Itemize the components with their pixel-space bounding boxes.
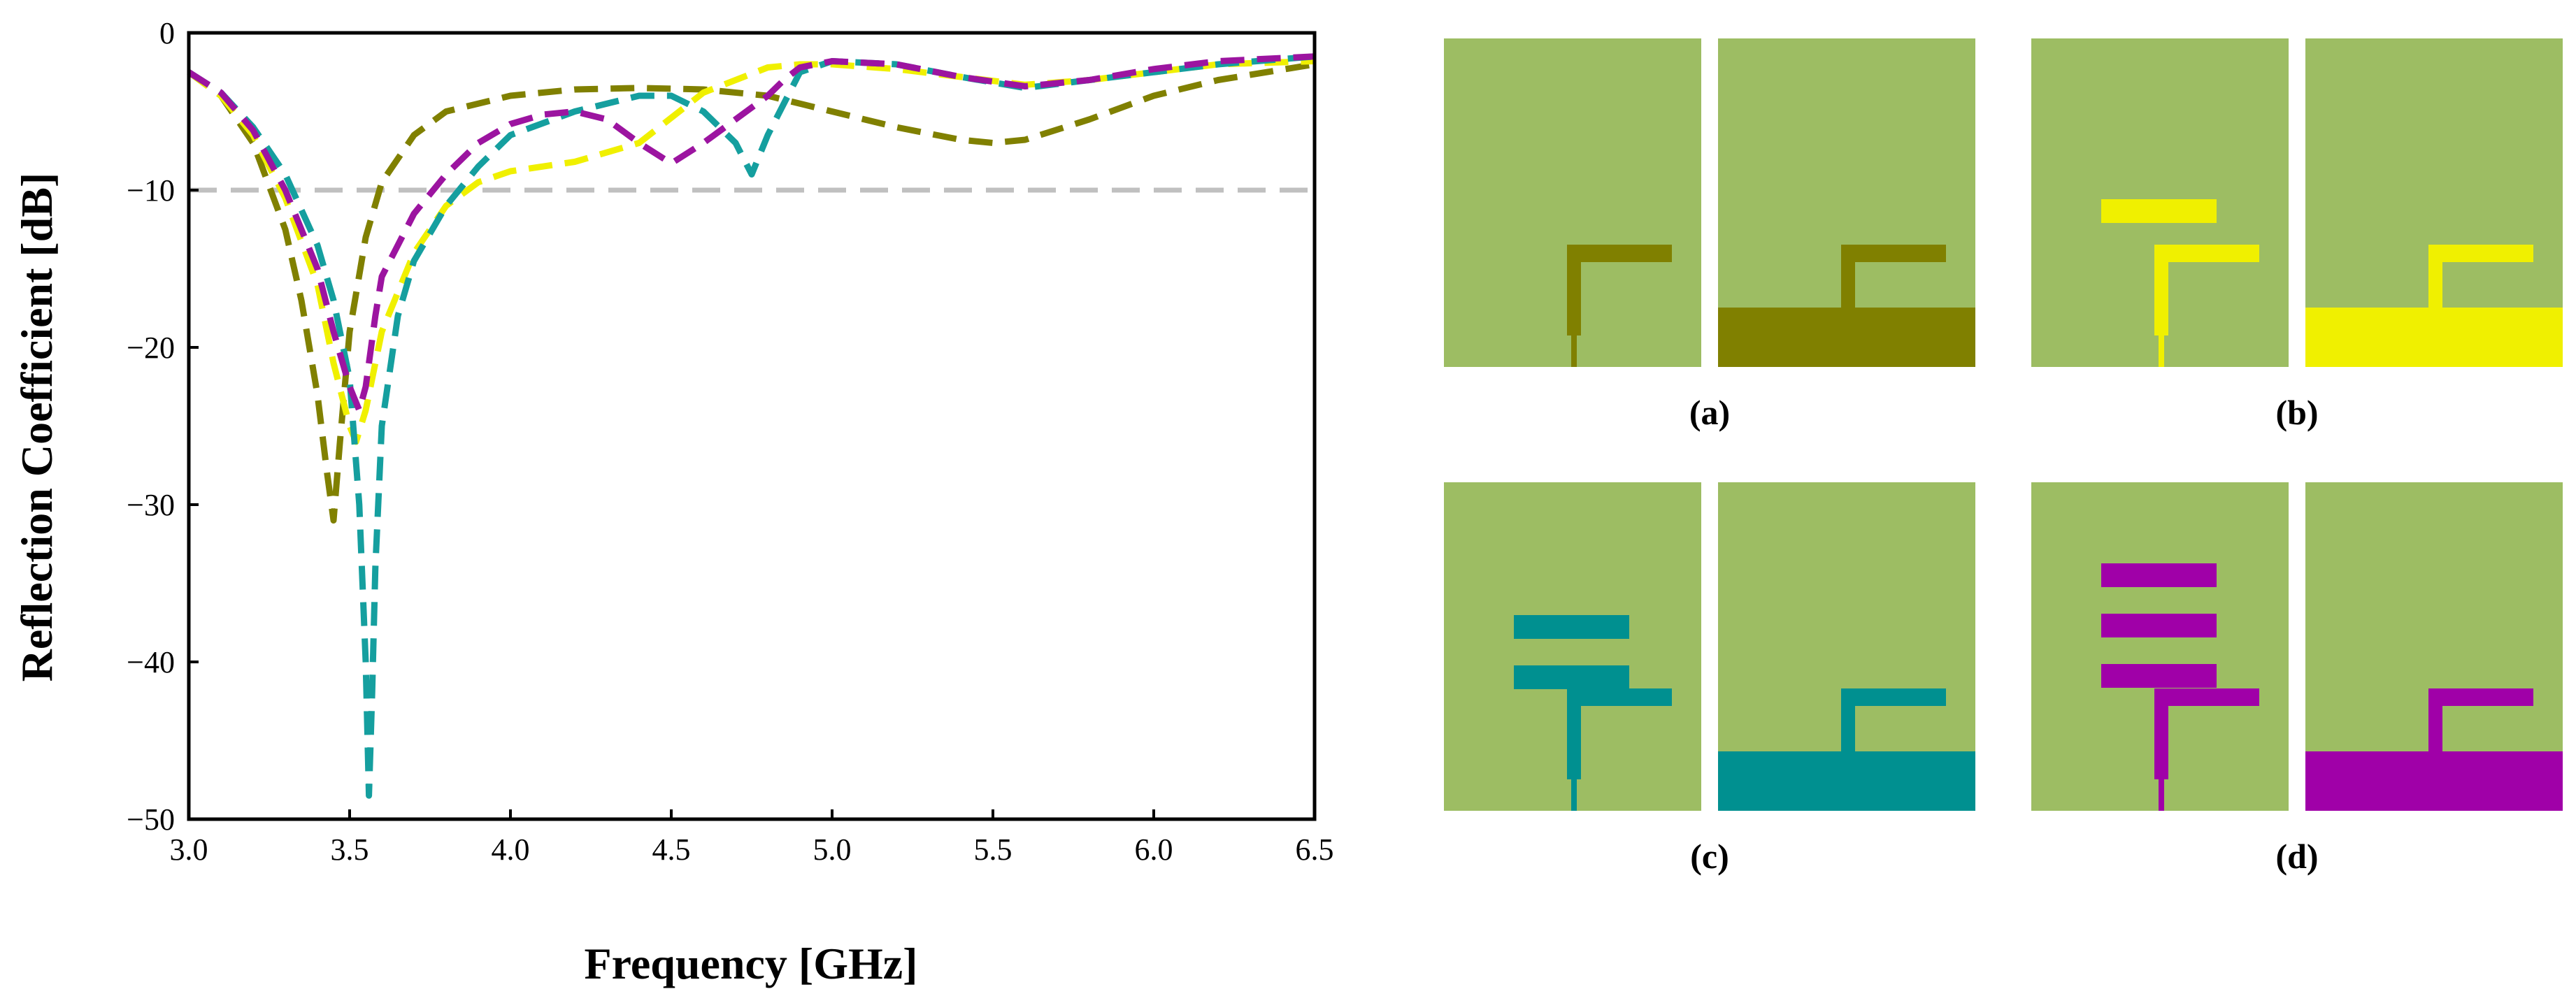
x-tick-label: 4.0 <box>492 832 530 867</box>
feed-stub <box>2159 779 2164 811</box>
x-tick-label: 3.0 <box>170 832 208 867</box>
x-tick-label: 5.0 <box>813 832 852 867</box>
l-shaped-radiator <box>1567 688 1672 706</box>
x-tick-label: 3.5 <box>331 832 369 867</box>
bottom-l-radiator <box>1841 245 1946 262</box>
panel-caption: (b) <box>2275 393 2318 432</box>
y-tick-label: −30 <box>127 488 175 522</box>
plot-frame <box>187 31 1317 821</box>
ground-plane <box>2305 308 2563 367</box>
antenna-panels: (a) (b) (c) (d) <box>1444 38 2563 876</box>
parasitic-strip <box>1514 615 1629 639</box>
ground-plane <box>1718 308 1975 367</box>
panel-caption: (d) <box>2275 837 2318 876</box>
y-tick-label: −20 <box>127 331 175 365</box>
ground-plane <box>1718 751 1975 811</box>
bottom-l-radiator <box>1841 688 1946 706</box>
l-shaped-radiator <box>2154 245 2259 262</box>
feed-stub <box>1571 779 1577 811</box>
x-axis-ticks: 3.0 3.5 4.0 4.5 5.0 5.5 6.0 6.5 <box>170 809 1334 867</box>
series-layer <box>187 53 1315 799</box>
parasitic-strip <box>1514 665 1629 689</box>
feed-line <box>2154 245 2168 335</box>
parasitic-strip <box>2101 563 2217 587</box>
series-line-b <box>187 58 1315 445</box>
x-tick-label: 6.0 <box>1135 832 1173 867</box>
bottom-l-radiator <box>2428 688 2533 706</box>
series-line-d <box>187 53 1315 414</box>
parasitic-strip <box>2101 614 2217 637</box>
bottom-l-radiator <box>2428 245 2533 262</box>
feed-stub <box>2159 335 2164 367</box>
y-axis-title: Reflection Coefficient [dB] <box>12 173 62 682</box>
panel-caption: (a) <box>1689 393 1730 432</box>
series-line-a <box>187 61 1315 524</box>
l-shaped-radiator <box>1567 245 1672 262</box>
panel-caption: (c) <box>1690 837 1729 876</box>
panel-a: (a) <box>1444 38 1975 432</box>
feed-line <box>1567 245 1581 335</box>
x-tick-label: 4.5 <box>652 832 691 867</box>
parasitic-strip <box>2101 664 2217 688</box>
panel-c: (c) <box>1444 482 1975 876</box>
x-tick-label: 5.5 <box>974 832 1012 867</box>
y-tick-label: −50 <box>127 802 175 837</box>
y-axis-ticks: 0 −10 −20 −30 −40 −50 <box>127 16 199 837</box>
l-shaped-radiator <box>2154 688 2259 706</box>
panel-b: (b) <box>2031 38 2563 432</box>
x-axis-title: Frequency [GHz] <box>585 939 918 988</box>
ground-plane <box>2305 751 2563 811</box>
parasitic-strip <box>2101 199 2217 223</box>
series-line-c <box>187 53 1315 799</box>
feed-stub <box>1571 335 1577 367</box>
x-tick-label: 6.5 <box>1296 832 1334 867</box>
panel-d: (d) <box>2031 482 2563 876</box>
feed-line <box>1567 688 1581 779</box>
feed-line <box>2154 688 2168 779</box>
y-tick-label: −10 <box>127 173 175 208</box>
y-tick-label: −40 <box>127 645 175 679</box>
y-tick-label: 0 <box>159 16 175 50</box>
chart: 3.0 3.5 4.0 4.5 5.0 5.5 6.0 6.5 0 −10 −20 −30 −40 −5… <box>12 16 1334 988</box>
